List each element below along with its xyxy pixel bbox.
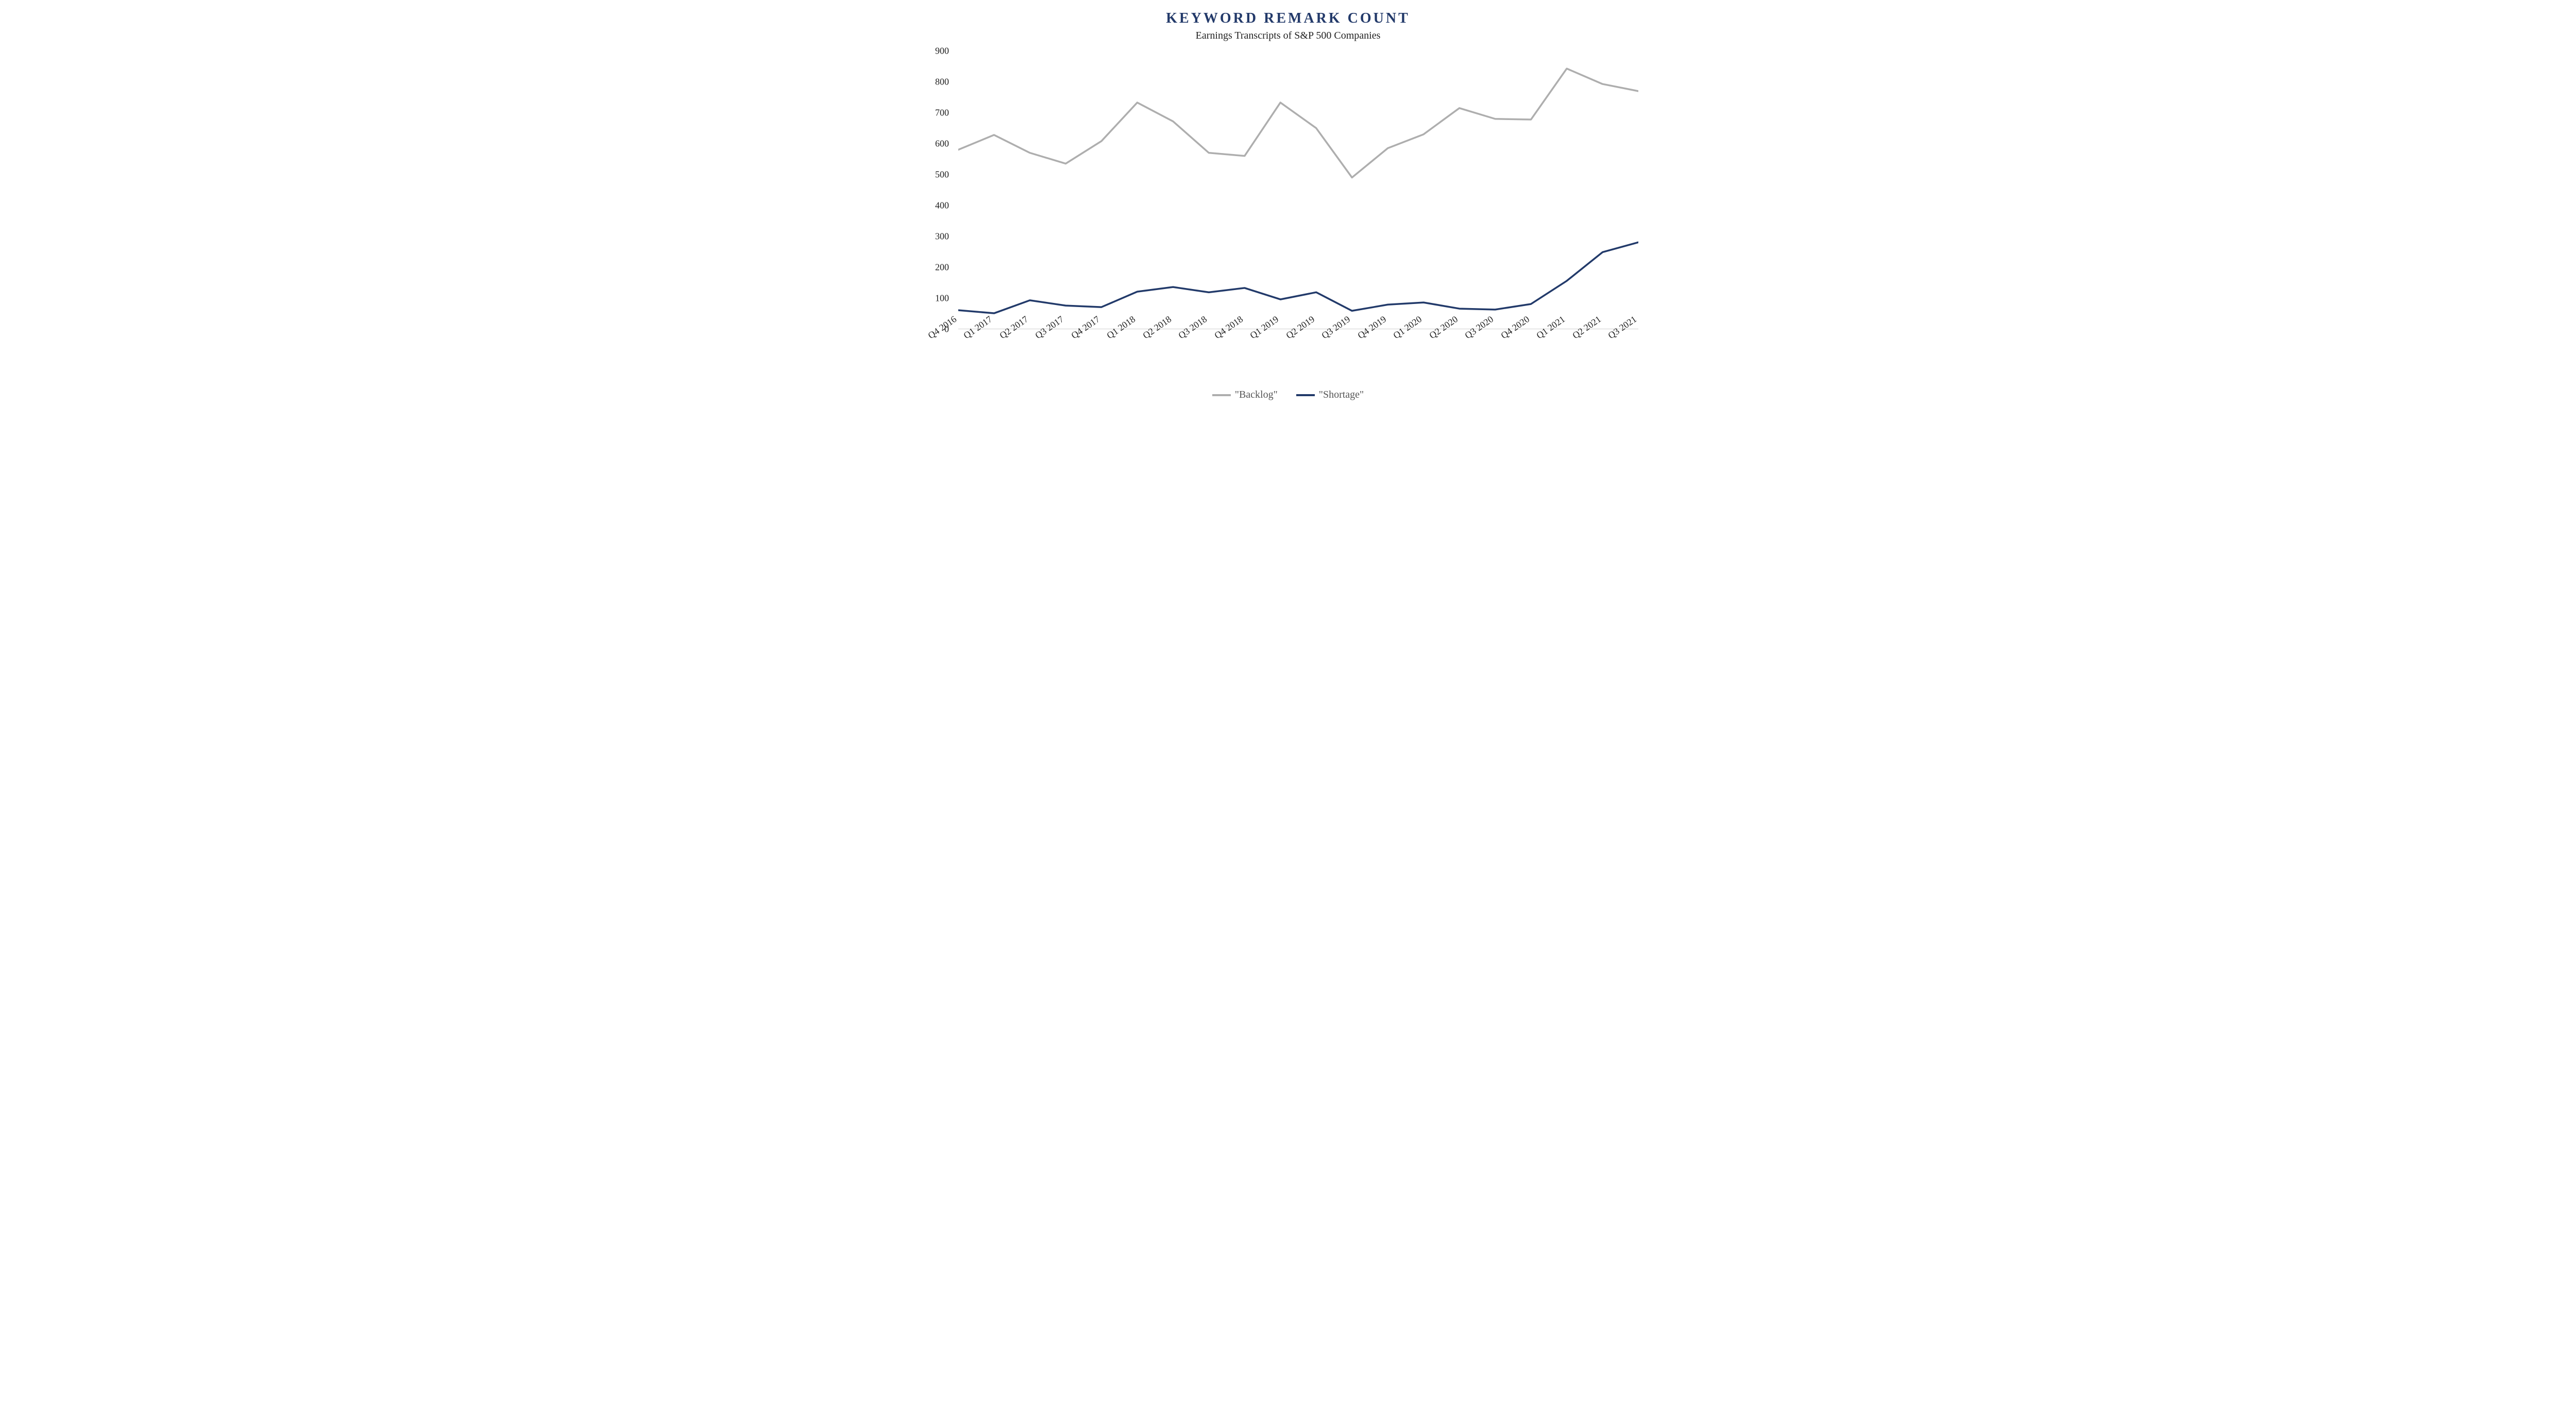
y-tick-label: 600 [935, 139, 949, 149]
y-tick-label: 400 [935, 200, 949, 211]
legend: "Backlog" "Shortage" [922, 389, 1654, 401]
plot-svg [958, 51, 1638, 329]
y-tick-label: 500 [935, 169, 949, 180]
y-axis: 0100200300400500600700800900 [922, 51, 953, 329]
y-tick-label: 800 [935, 77, 949, 88]
chart-title: KEYWORD REMARK COUNT [922, 10, 1654, 27]
y-tick-label: 100 [935, 293, 949, 304]
legend-item: "Shortage" [1296, 389, 1364, 401]
legend-label: "Shortage" [1319, 389, 1364, 401]
legend-swatch [1212, 394, 1231, 396]
y-tick-label: 900 [935, 46, 949, 57]
chart-subtitle: Earnings Transcripts of S&P 500 Companie… [922, 30, 1654, 42]
chart-area: 0100200300400500600700800900 [922, 51, 1654, 329]
y-tick-label: 200 [935, 262, 949, 273]
plot-area [958, 51, 1638, 329]
legend-item: "Backlog" [1212, 389, 1278, 401]
legend-swatch [1296, 394, 1315, 396]
series-line [958, 242, 1638, 313]
chart-container: KEYWORD REMARK COUNT Earnings Transcript… [902, 0, 1674, 416]
legend-label: "Backlog" [1235, 389, 1278, 401]
series-line [958, 69, 1638, 177]
y-tick-label: 300 [935, 231, 949, 242]
y-tick-label: 700 [935, 108, 949, 118]
x-axis: Q4 2016Q1 2017Q2 2017Q3 2017Q4 2017Q1 20… [958, 332, 1638, 374]
